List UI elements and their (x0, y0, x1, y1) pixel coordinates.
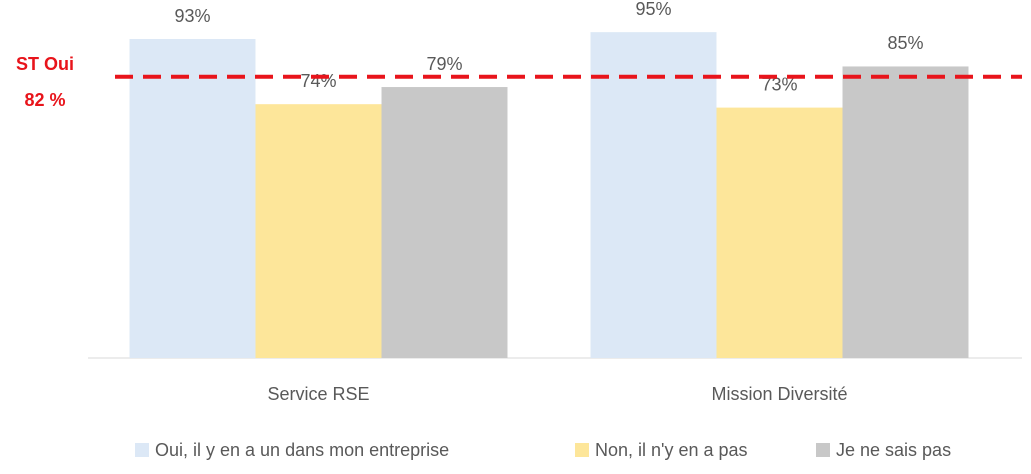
bar (842, 66, 969, 358)
reference-label: 82 % (24, 90, 65, 110)
bar (590, 32, 717, 359)
legend-swatch (135, 443, 149, 457)
value-label: 79% (426, 54, 462, 74)
value-label: 73% (761, 74, 797, 94)
x-tick-label: Service RSE (267, 384, 369, 404)
value-label: 85% (887, 33, 923, 53)
reference-label: ST Oui (16, 54, 74, 74)
legend-label: Je ne sais pas (836, 440, 951, 460)
legend-label: Oui, il y en a un dans mon entreprise (155, 440, 449, 460)
x-tick-label: Mission Diversité (711, 384, 847, 404)
legend-swatch (575, 443, 589, 457)
value-label: 74% (300, 71, 336, 91)
bar (716, 107, 843, 358)
legend-label: Non, il n'y en a pas (595, 440, 748, 460)
bar (255, 104, 382, 359)
bar (129, 39, 256, 358)
bar (381, 87, 508, 358)
legend-swatch (816, 443, 830, 457)
value-label: 93% (174, 6, 210, 26)
value-label: 95% (635, 0, 671, 19)
